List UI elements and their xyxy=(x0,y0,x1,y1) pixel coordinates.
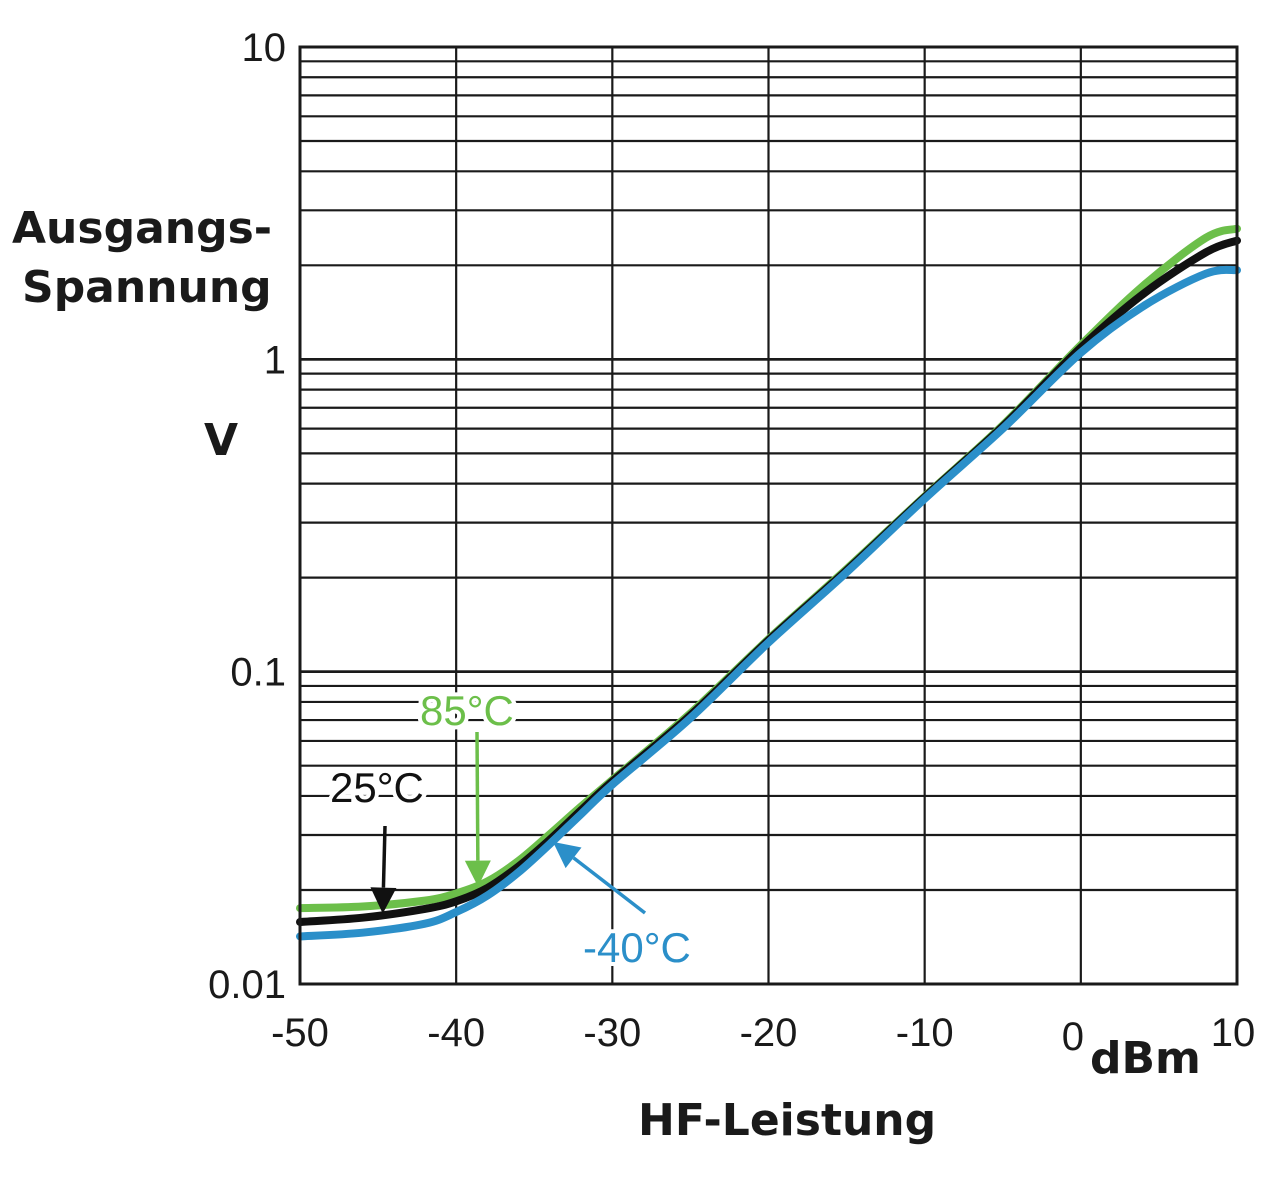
series-lines xyxy=(296,224,1241,941)
annotation-0: 85°C xyxy=(416,683,518,887)
plot-frame xyxy=(298,45,1239,986)
annotation-1: 25°C xyxy=(326,760,428,914)
x-tick-label: -40 xyxy=(427,1011,485,1055)
annotation-label: -40°C xyxy=(583,924,691,971)
grid xyxy=(298,45,1239,986)
x-tick-label: -10 xyxy=(896,1011,954,1055)
annotation-arrow-head xyxy=(464,860,491,887)
y-axis-label-line1: Ausgangs- xyxy=(12,203,272,254)
y-axis-label-line2: Spannung xyxy=(22,262,272,313)
annotation-label: 25°C xyxy=(330,764,424,811)
x-axis: -50 -40 -30 -20 -10 0 10 xyxy=(271,1011,1255,1059)
annotation-label: 85°C xyxy=(420,687,514,734)
x-axis-label: HF-Leistung xyxy=(638,1095,936,1146)
y-tick-label: 0.1 xyxy=(230,651,286,695)
annotation-arrow-head xyxy=(552,841,582,869)
x-axis-unit: dBm xyxy=(1090,1033,1201,1084)
y-tick-label: 10 xyxy=(242,26,287,70)
annotation-arrow-shaft xyxy=(475,731,480,861)
annotation-2: -40°C xyxy=(552,841,695,975)
x-tick-label: 10 xyxy=(1211,1011,1256,1055)
annotation-arrow-shaft xyxy=(572,856,647,915)
annotations: 85°C 25°C -40°C xyxy=(326,683,695,975)
y-tick-label: 0.01 xyxy=(208,963,286,1007)
annotation-arrow-shaft xyxy=(381,825,387,888)
y-axis-unit: V xyxy=(204,415,238,466)
y-axis: 0.01 0.1 1 10 xyxy=(208,26,286,1007)
x-tick-label: -50 xyxy=(271,1011,329,1055)
x-tick-label: -20 xyxy=(740,1011,798,1055)
x-tick-label: 0 xyxy=(1062,1015,1084,1059)
y-tick-label: 1 xyxy=(264,338,286,382)
annotation-arrow-head xyxy=(370,887,397,914)
x-tick-label: -30 xyxy=(583,1011,641,1055)
series-line-2 xyxy=(296,265,1241,941)
